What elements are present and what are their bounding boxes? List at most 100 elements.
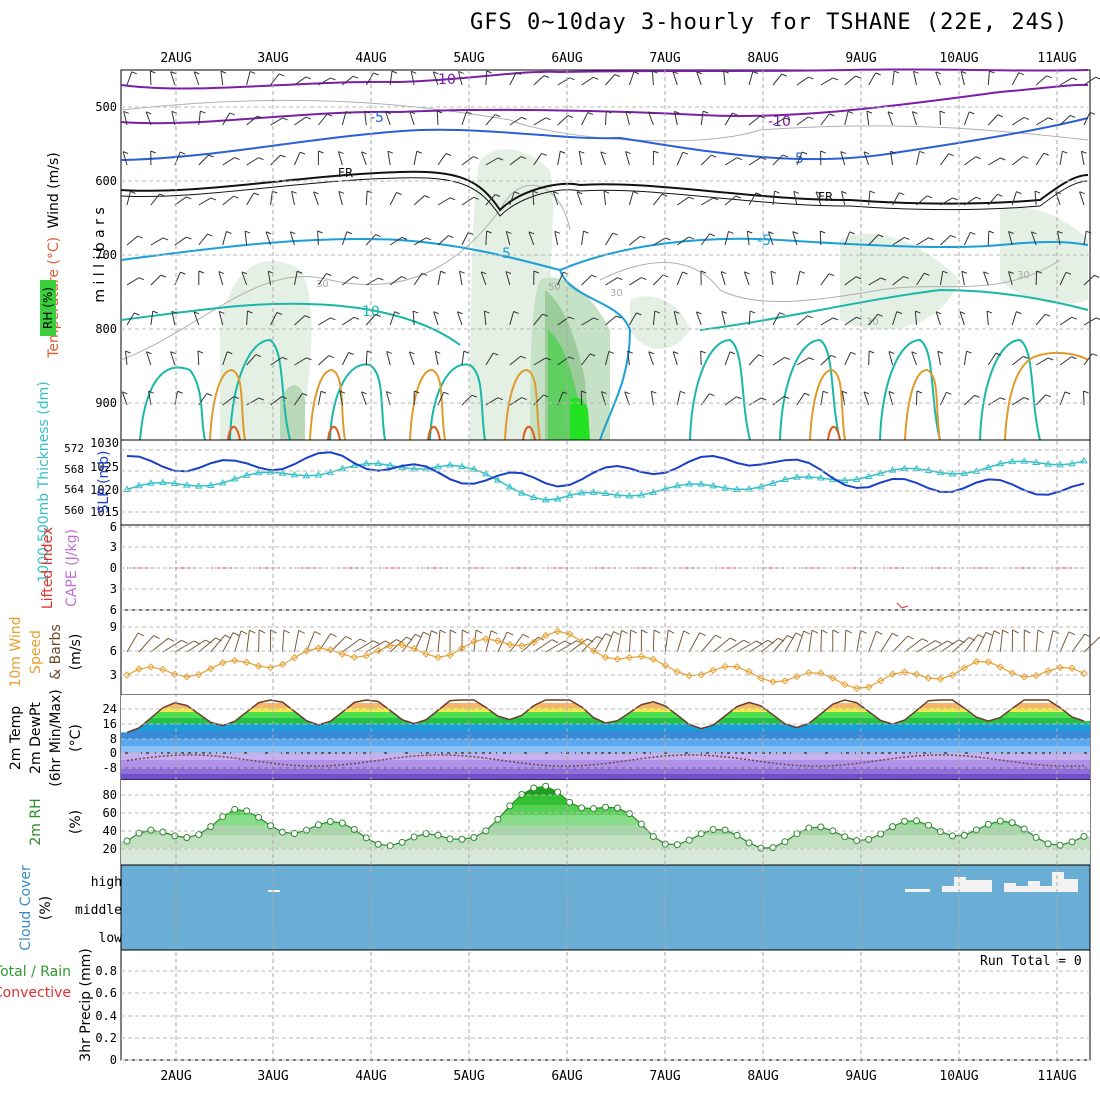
upper-wind-barb [461,196,474,206]
upper-wind-barb [988,397,1001,406]
wind-barb [975,632,987,653]
upper-wind-barb [222,396,235,406]
y-tick-label: 0.4 [95,1009,117,1023]
wind-barb [952,637,970,653]
thickness-marker [613,491,622,498]
upper-wind-barb [509,72,517,86]
upper-wind-barb [721,311,726,326]
upper-wind-barb [485,194,496,206]
wind-marker [565,630,574,638]
wind-marker [936,675,945,683]
upper-wind-barb [844,316,857,326]
upper-wind-barb [533,117,547,126]
rh-markers [123,782,1088,852]
upper-wind-barb [485,352,494,366]
upper-wind-barb [1011,117,1025,126]
thickness-marker [194,482,203,489]
upper-wind-barb [743,271,750,286]
thickness-marker [290,470,299,478]
y-tick-label: 0.8 [95,964,117,978]
upper-wind-barb [552,191,559,206]
upper-wind-barb [218,311,224,326]
upper-wind-barb [509,397,522,406]
upper-wind-barb [605,110,607,126]
wind-marker [876,676,885,685]
upper-wind-barb [1035,313,1046,326]
wind-marker [135,665,143,673]
rh-marker [721,826,729,834]
upper-wind-barb [241,271,248,286]
cloud-panel [120,864,1091,951]
y-tick-label: 3 [110,668,117,682]
temp2m-label-3: (6hr Min/Max) [48,689,64,786]
cloud-label: Cloud Cover [18,865,34,951]
upper-wind-barb [605,232,614,246]
upper-wind-barb [342,75,354,86]
upper-wind-barb [193,311,200,326]
wind-barb [365,640,386,653]
upper-wind-barb [480,271,487,286]
rh-marker [123,837,131,845]
slp-tick: 1020 [90,483,119,497]
upper-wind-barb [150,237,164,246]
upper-wind-barb [676,151,684,166]
contour-label-50: 50 [548,282,561,293]
thickness-marker [912,464,921,472]
upper-wind-barb [653,237,666,246]
upper-wind-barb [672,351,678,366]
wind-marker [912,670,921,679]
rh-marker [793,830,801,838]
upper-wind-barb [246,310,248,326]
upper-wind-barb [433,311,439,326]
upper-wind-barb [937,351,941,366]
upper-wind-barb [432,71,439,86]
wind-marker [230,656,239,665]
wind-marker [398,641,406,649]
upper-wind-barb [461,351,465,366]
rh-marker [685,836,693,844]
upper-wind-barb [437,197,451,206]
rh-marker [865,836,873,844]
upper-wind-barb [796,151,803,166]
upper-wind-barb [964,395,975,406]
thickness-tick: 568 [64,463,84,476]
wind-barb [676,630,685,653]
wind-marker [817,669,825,677]
thickness-marker [900,464,909,471]
day-label-bottom: 2AUG [160,1069,191,1084]
upper-wind-barb [844,231,851,246]
thickness-marker [864,472,873,480]
upper-wind-barb [820,317,834,326]
wind-marker [745,668,753,676]
upper-wind-barb [1083,275,1095,286]
upper-wind-barb [651,70,654,86]
upper-wind-barb [676,236,689,246]
rh-marker [1056,841,1064,849]
upper-wind-barb [413,273,423,286]
upper-wind-barb [365,190,368,206]
wind10-label-2: Speed [28,630,44,674]
cloud-unit: (%) [38,896,54,920]
wind10-panel [120,609,1100,696]
upper-wind-barb [318,317,331,326]
upper-wind-barb [509,355,522,366]
rh-marker [398,838,406,846]
upper-wind-barb [145,351,152,366]
wind-marker [183,673,191,681]
upper-wind-barb [868,234,879,246]
wind-barb [760,637,779,653]
rh2m-unit: (%) [68,810,84,834]
upper-wind-barb [868,314,879,326]
upper-wind-barb [1035,75,1048,86]
wind-marker [757,674,765,682]
upper-wind-barb [389,192,397,206]
wind-marker [123,671,131,679]
upper-wind-barb [724,351,731,366]
upper-wind-barb [554,231,559,246]
thickness-marker [781,475,789,483]
rh-marker [936,828,944,836]
slp-panel [120,439,1091,526]
upper-wind-barb [841,191,846,206]
thickness-marker [230,475,239,482]
slp-tick: 1015 [90,505,119,519]
